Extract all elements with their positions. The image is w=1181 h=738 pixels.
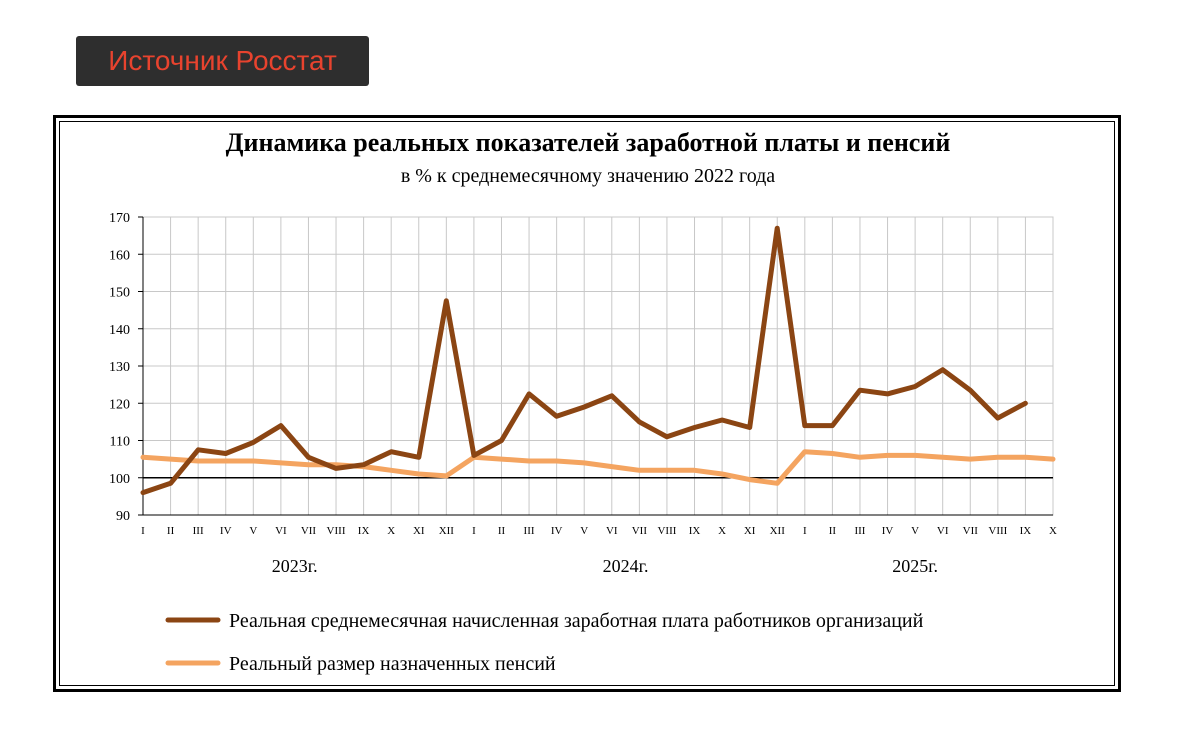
chart-frame-inner <box>59 121 1115 686</box>
legend-label-0: Реальная среднемесячная начисленная зара… <box>229 610 924 632</box>
x-tick-label: IX <box>358 525 370 537</box>
x-tick-label: II <box>829 525 837 537</box>
x-tick-label: VIII <box>327 525 346 537</box>
y-tick-label: 160 <box>109 248 130 263</box>
x-tick-label: IV <box>551 525 563 537</box>
x-tick-label: I <box>803 525 807 537</box>
x-tick-label: V <box>580 525 588 537</box>
x-tick-label: VII <box>301 525 317 537</box>
x-tick-label: V <box>249 525 257 537</box>
y-tick-label: 150 <box>109 286 130 301</box>
x-tick-label: III <box>193 525 204 537</box>
x-tick-label: III <box>854 525 865 537</box>
x-tick-label: IV <box>220 525 232 537</box>
y-tick-label: 120 <box>109 397 130 412</box>
year-label: 2024г. <box>603 556 649 576</box>
x-tick-label: XI <box>744 525 756 537</box>
x-tick-label: VI <box>275 525 287 537</box>
x-tick-label: X <box>387 525 395 537</box>
x-tick-label: X <box>1049 525 1057 537</box>
x-tick-label: IV <box>882 525 894 537</box>
y-tick-label: 100 <box>109 472 130 487</box>
x-tick-label: III <box>524 525 535 537</box>
x-tick-label: X <box>718 525 726 537</box>
source-badge: Источник Росстат <box>76 36 369 86</box>
x-tick-label: VIII <box>988 525 1007 537</box>
legend: Реальная среднемесячная начисленная зара… <box>165 610 924 675</box>
x-tick-label: IX <box>689 525 701 537</box>
series-line-1 <box>140 449 1056 486</box>
y-tick-label: 110 <box>110 435 130 450</box>
chart-subtitle: в % к среднемесячному значению 2022 года <box>401 165 775 187</box>
x-tick-label: II <box>167 525 175 537</box>
x-tick-label: II <box>498 525 506 537</box>
y-tick-label: 130 <box>109 360 130 375</box>
grid <box>142 216 1054 516</box>
x-tick-label: XII <box>439 525 455 537</box>
legend-label-1: Реальный размер назначенных пенсий <box>229 653 556 675</box>
y-tick-label: 170 <box>109 211 130 226</box>
x-tick-label: V <box>911 525 919 537</box>
x-tick-label: XII <box>770 525 786 537</box>
chart-frame <box>53 115 1121 692</box>
y-tick-label: 140 <box>109 323 130 338</box>
x-tick-label: XI <box>413 525 425 537</box>
x-tick-label: VIII <box>657 525 676 537</box>
year-label: 2025г. <box>892 556 938 576</box>
x-tick-label: I <box>472 525 476 537</box>
series-line-0 <box>140 225 1028 496</box>
x-tick-label: VI <box>937 525 949 537</box>
x-tick-label: VII <box>632 525 648 537</box>
x-tick-label: VI <box>606 525 618 537</box>
x-tick-label: I <box>141 525 145 537</box>
x-tick-label: VII <box>963 525 979 537</box>
series-lines <box>140 225 1056 496</box>
y-tick-label: 90 <box>116 509 130 524</box>
year-label: 2023г. <box>272 556 318 576</box>
x-tick-label: IX <box>1020 525 1032 537</box>
chart-title: Динамика реальных показателей заработной… <box>226 128 951 157</box>
